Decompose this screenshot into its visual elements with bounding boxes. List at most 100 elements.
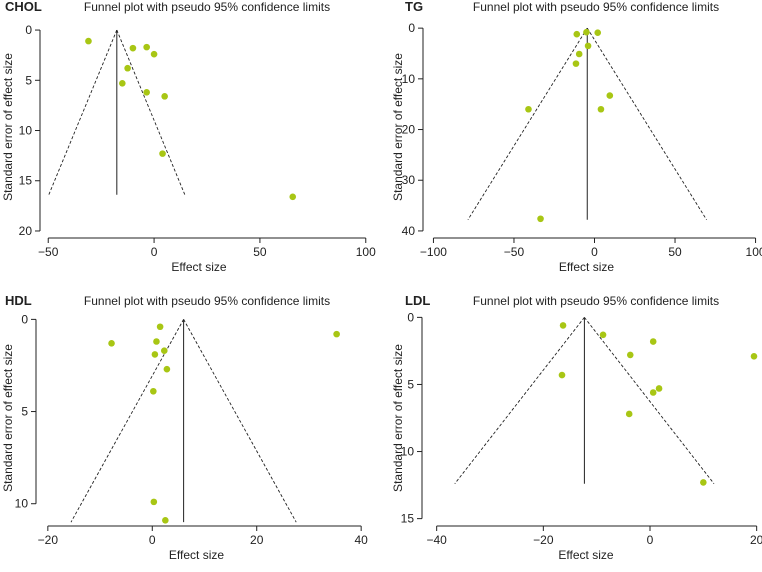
study-point: [750, 352, 758, 360]
x-tick-label: 40: [354, 533, 368, 547]
chart-title: Funnel plot with pseudo 95% confidence l…: [473, 0, 719, 14]
x-tick-label: 0: [591, 245, 598, 259]
study-point: [655, 385, 663, 392]
y-axis-title: Standard error of effect size: [1, 344, 15, 492]
y-tick-label: 20: [402, 123, 416, 137]
x-tick-label: 50: [253, 245, 267, 259]
y-tick-label: 5: [21, 405, 28, 419]
study-point: [289, 193, 297, 201]
y-tick-label: 5: [407, 377, 414, 391]
chart-title: Funnel plot with pseudo 95% confidence l…: [84, 0, 330, 14]
ci-limit-right: [586, 27, 707, 221]
study-point: [108, 340, 115, 347]
study-point: [594, 29, 602, 37]
study-point: [700, 479, 707, 486]
study-point: [129, 44, 137, 52]
study-point: [150, 50, 158, 58]
ci-limit-right: [183, 319, 297, 523]
y-tick-label: 5: [25, 73, 32, 87]
x-axis-title: Effect size: [169, 548, 224, 562]
study-point: [150, 498, 158, 506]
study-point: [649, 389, 657, 396]
study-point: [159, 150, 166, 157]
panel-label: CHOL: [5, 0, 42, 14]
x-tick-label: 20: [750, 533, 762, 547]
x-tick-label: 100: [356, 245, 376, 259]
y-tick-label: 10: [19, 124, 33, 138]
x-axis-title: Effect size: [558, 548, 613, 562]
study-point: [333, 330, 340, 338]
study-point: [626, 351, 634, 359]
study-point: [85, 37, 92, 45]
x-tick-label: 20: [250, 533, 264, 547]
study-point: [160, 347, 168, 355]
study-point: [161, 93, 168, 100]
x-tick-label: 0: [647, 533, 654, 547]
study-point: [597, 105, 605, 113]
x-tick-label: 0: [151, 245, 158, 259]
y-tick-label: 0: [25, 23, 32, 37]
study-point: [525, 105, 532, 113]
study-point: [537, 215, 544, 223]
study-point: [119, 79, 126, 87]
study-point: [156, 323, 164, 331]
chart-title: Funnel plot with pseudo 95% confidence l…: [473, 294, 719, 308]
y-tick-label: 10: [402, 72, 416, 86]
study-point: [625, 410, 633, 418]
panel-tg: TG Funnel plot with pseudo 95% confidence…: [391, 0, 762, 274]
y-tick-label: 15: [401, 512, 415, 526]
y-axis-title: Standard error of effect size: [1, 53, 15, 201]
y-tick-label: 10: [15, 497, 29, 511]
ci-limit-left: [467, 27, 588, 221]
study-point: [583, 28, 590, 36]
ci-limit-left: [70, 319, 185, 523]
x-tick-label: 0: [149, 533, 156, 547]
study-point: [572, 60, 580, 67]
x-tick-label: −40: [426, 533, 447, 547]
study-point: [124, 64, 131, 72]
x-tick-label: 100: [746, 245, 762, 259]
x-tick-label: 50: [668, 245, 682, 259]
ci-limit-left: [48, 29, 118, 195]
study-point: [150, 387, 157, 395]
study-point: [558, 371, 566, 379]
study-point: [143, 43, 150, 51]
x-tick-label: −50: [38, 245, 59, 259]
x-tick-label: −50: [504, 245, 525, 259]
y-tick-label: 0: [408, 21, 415, 35]
x-tick-label: −20: [533, 533, 554, 547]
ci-limit-right: [584, 317, 715, 485]
panel-label: TG: [405, 0, 423, 14]
x-axis-title: Effect size: [171, 260, 226, 274]
chart-title: Funnel plot with pseudo 95% confidence l…: [84, 294, 330, 308]
study-point: [575, 50, 583, 58]
study-point: [151, 351, 159, 358]
x-tick-label: −100: [420, 245, 447, 259]
y-tick-label: 30: [402, 173, 416, 187]
panel-chol: CHOL Funnel plot with pseudo 95% confiden…: [1, 0, 376, 274]
ci-limit-left: [454, 317, 585, 485]
study-point: [162, 517, 169, 524]
study-point: [584, 42, 592, 50]
x-tick-label: −20: [38, 533, 59, 547]
panel-ldl: LDL Funnel plot with pseudo 95% confidenc…: [391, 293, 762, 562]
study-point: [599, 331, 607, 339]
panel-hdl: HDL Funnel plot with pseudo 95% confidenc…: [1, 293, 368, 562]
study-point: [573, 30, 581, 38]
y-tick-label: 0: [21, 312, 28, 326]
y-tick-label: 20: [19, 224, 33, 238]
y-tick-label: 10: [401, 445, 415, 459]
y-tick-label: 40: [402, 224, 416, 238]
x-axis-title: Effect size: [559, 260, 614, 274]
study-point: [649, 338, 657, 345]
study-point: [163, 365, 171, 373]
y-tick-label: 0: [407, 310, 414, 324]
study-point: [153, 338, 160, 345]
y-axis-title: Standard error of effect size: [391, 344, 405, 492]
y-axis-title: Standard error of effect size: [391, 53, 405, 201]
study-point: [143, 89, 150, 96]
panel-label: HDL: [5, 293, 32, 308]
study-point: [606, 92, 614, 99]
